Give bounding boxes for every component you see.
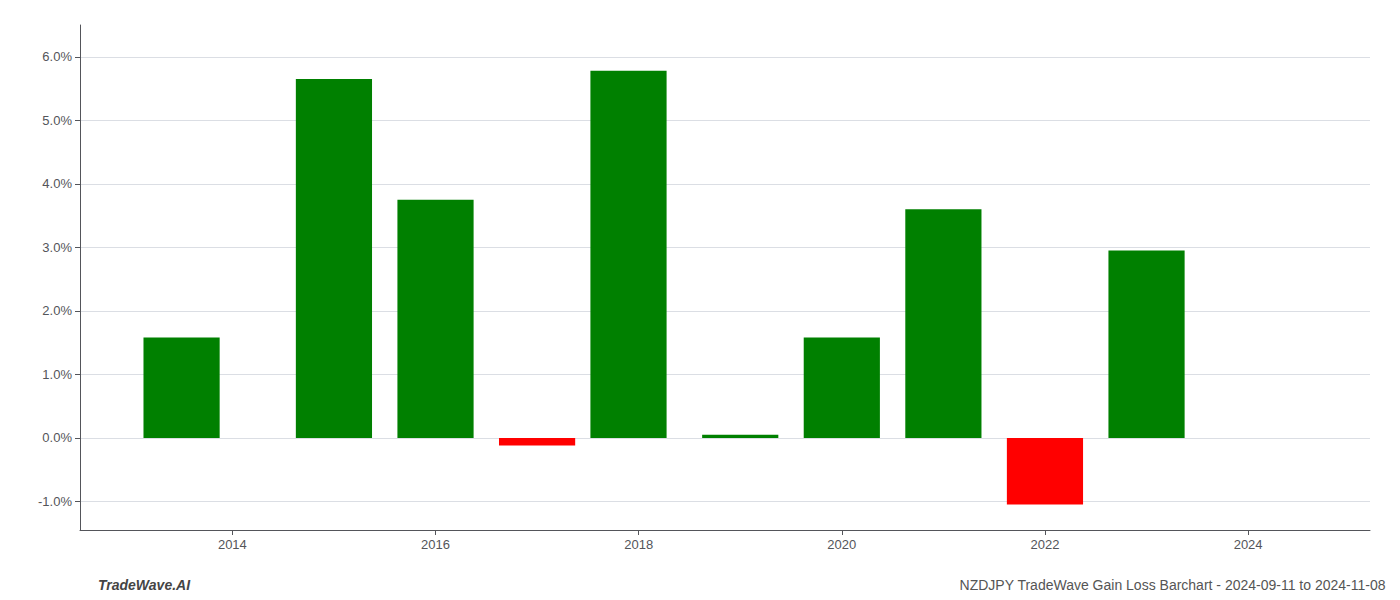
svg-text:-1.0%: -1.0% <box>38 494 72 509</box>
svg-text:3.0%: 3.0% <box>42 240 72 255</box>
svg-text:TradeWave.AI: TradeWave.AI <box>98 577 191 593</box>
svg-text:2014: 2014 <box>218 537 247 552</box>
svg-text:2020: 2020 <box>827 537 856 552</box>
svg-text:2024: 2024 <box>1234 537 1263 552</box>
svg-text:0.0%: 0.0% <box>42 430 72 445</box>
svg-text:2022: 2022 <box>1030 537 1059 552</box>
svg-text:2.0%: 2.0% <box>42 303 72 318</box>
svg-text:2018: 2018 <box>624 537 653 552</box>
svg-text:NZDJPY TradeWave Gain Loss Bar: NZDJPY TradeWave Gain Loss Barchart - 20… <box>960 577 1386 593</box>
svg-text:5.0%: 5.0% <box>42 113 72 128</box>
svg-text:4.0%: 4.0% <box>42 176 72 191</box>
svg-text:1.0%: 1.0% <box>42 367 72 382</box>
svg-text:6.0%: 6.0% <box>42 49 72 64</box>
svg-text:2016: 2016 <box>421 537 450 552</box>
